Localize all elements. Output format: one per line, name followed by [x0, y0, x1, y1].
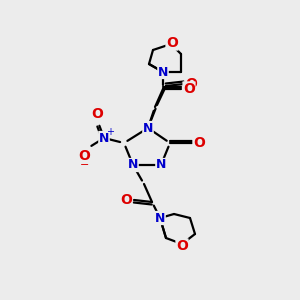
Text: N: N [128, 158, 138, 172]
Text: O: O [78, 149, 90, 163]
Text: N: N [143, 122, 153, 134]
Text: O: O [185, 77, 197, 91]
Text: N: N [99, 131, 109, 145]
Text: O: O [193, 136, 205, 150]
Text: N: N [158, 65, 168, 79]
Text: O: O [176, 239, 188, 253]
Text: +: + [106, 127, 114, 137]
Text: N: N [155, 212, 165, 224]
Text: O: O [183, 82, 195, 96]
Text: N: N [156, 158, 166, 172]
Text: O: O [91, 107, 103, 121]
Text: O: O [120, 193, 132, 207]
Text: −: − [80, 160, 90, 170]
Text: O: O [166, 36, 178, 50]
